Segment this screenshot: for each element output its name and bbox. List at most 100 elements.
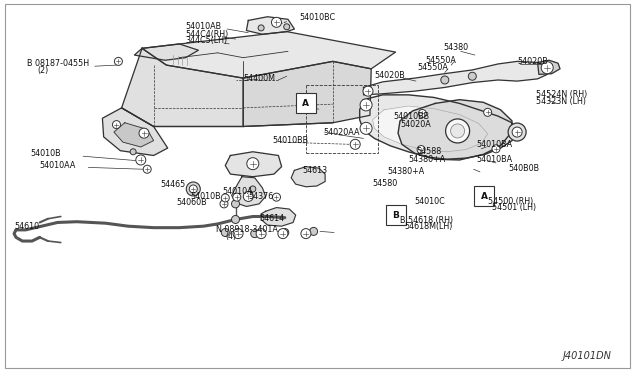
Text: 344C5(LH): 344C5(LH)	[186, 36, 228, 45]
Circle shape	[143, 165, 151, 173]
Polygon shape	[122, 48, 243, 126]
Text: 54323N (LH): 54323N (LH)	[536, 97, 586, 106]
Text: 54524N (RH): 54524N (RH)	[536, 90, 588, 99]
Polygon shape	[225, 152, 282, 177]
FancyBboxPatch shape	[474, 186, 495, 206]
Text: 54400M: 54400M	[243, 74, 275, 83]
Circle shape	[256, 229, 266, 238]
Circle shape	[512, 127, 522, 137]
Text: 54376: 54376	[248, 192, 273, 201]
Text: 54465: 54465	[160, 180, 185, 189]
Text: N 08918-3401A: N 08918-3401A	[216, 225, 278, 234]
Text: (4): (4)	[225, 232, 236, 241]
Polygon shape	[261, 208, 296, 226]
Circle shape	[220, 200, 228, 208]
Polygon shape	[360, 95, 517, 159]
Polygon shape	[364, 61, 549, 95]
Circle shape	[360, 99, 372, 111]
Circle shape	[189, 185, 197, 193]
Text: 54550A: 54550A	[426, 56, 456, 65]
Text: B 54618 (RH): B 54618 (RH)	[400, 216, 453, 225]
Text: A: A	[303, 99, 309, 108]
Text: 54010BB: 54010BB	[394, 112, 429, 121]
Circle shape	[310, 227, 317, 235]
Text: 54010BA: 54010BA	[477, 155, 513, 164]
Circle shape	[350, 140, 360, 149]
Circle shape	[271, 17, 282, 27]
Circle shape	[113, 121, 120, 129]
Polygon shape	[232, 177, 266, 206]
Circle shape	[541, 62, 553, 74]
Circle shape	[186, 182, 200, 196]
Text: 54580: 54580	[372, 179, 397, 187]
Text: 54380+A: 54380+A	[408, 155, 445, 164]
Circle shape	[419, 109, 426, 118]
Circle shape	[115, 57, 122, 65]
Text: 54010A: 54010A	[223, 187, 253, 196]
Circle shape	[233, 229, 243, 238]
Text: 54618M(LH): 54618M(LH)	[404, 222, 453, 231]
Text: 54550A: 54550A	[417, 63, 448, 72]
Text: 54610: 54610	[14, 222, 39, 231]
Circle shape	[445, 119, 470, 143]
Circle shape	[247, 158, 259, 170]
Text: 54010B: 54010B	[191, 192, 221, 201]
Circle shape	[250, 186, 256, 192]
Text: 540B0B: 540B0B	[509, 164, 540, 173]
Circle shape	[451, 124, 465, 138]
Polygon shape	[246, 17, 294, 34]
Text: 54020A: 54020A	[400, 120, 431, 129]
Text: 54380: 54380	[443, 43, 468, 52]
Text: 54380+A: 54380+A	[387, 167, 424, 176]
Text: J40101DN: J40101DN	[563, 352, 611, 361]
Text: 54010BB: 54010BB	[272, 136, 308, 145]
Circle shape	[278, 229, 288, 238]
Text: 54010BA: 54010BA	[477, 140, 513, 149]
Circle shape	[363, 86, 373, 96]
Circle shape	[281, 228, 289, 237]
Text: 54010AA: 54010AA	[40, 161, 76, 170]
Text: B: B	[392, 211, 399, 219]
Text: 544C4(RH): 544C4(RH)	[186, 30, 229, 39]
Circle shape	[139, 128, 149, 138]
Text: 54020B: 54020B	[517, 57, 548, 66]
Text: (2): (2)	[37, 66, 49, 75]
Polygon shape	[243, 61, 371, 126]
Text: 54588: 54588	[416, 147, 441, 156]
Circle shape	[130, 149, 136, 155]
Circle shape	[251, 230, 259, 238]
Circle shape	[484, 108, 492, 116]
Circle shape	[243, 192, 253, 201]
Text: A: A	[481, 192, 488, 201]
Circle shape	[273, 193, 280, 201]
Circle shape	[417, 145, 425, 154]
Polygon shape	[142, 32, 396, 78]
Text: 54010AB: 54010AB	[186, 22, 221, 31]
Circle shape	[508, 123, 526, 141]
Circle shape	[136, 155, 146, 165]
Circle shape	[441, 76, 449, 84]
Polygon shape	[102, 108, 168, 155]
Text: B 08187-0455H: B 08187-0455H	[27, 60, 89, 68]
Circle shape	[232, 200, 239, 208]
Circle shape	[301, 229, 311, 238]
Circle shape	[284, 24, 290, 30]
Polygon shape	[538, 60, 560, 74]
Text: 54010C: 54010C	[415, 197, 445, 206]
Polygon shape	[291, 167, 325, 187]
FancyBboxPatch shape	[296, 93, 316, 113]
Circle shape	[221, 194, 229, 202]
Circle shape	[360, 122, 372, 134]
Circle shape	[221, 228, 229, 237]
Text: 54020B: 54020B	[374, 71, 405, 80]
Polygon shape	[372, 106, 488, 152]
Polygon shape	[398, 100, 512, 160]
Text: 54500 (RH): 54500 (RH)	[488, 197, 533, 206]
Text: 54501 (LH): 54501 (LH)	[492, 203, 536, 212]
Circle shape	[258, 25, 264, 31]
Circle shape	[492, 145, 500, 153]
Polygon shape	[134, 44, 198, 60]
Text: 54060B: 54060B	[176, 198, 207, 207]
Text: 54010B: 54010B	[31, 149, 61, 158]
Text: 54020AA: 54020AA	[323, 128, 360, 137]
